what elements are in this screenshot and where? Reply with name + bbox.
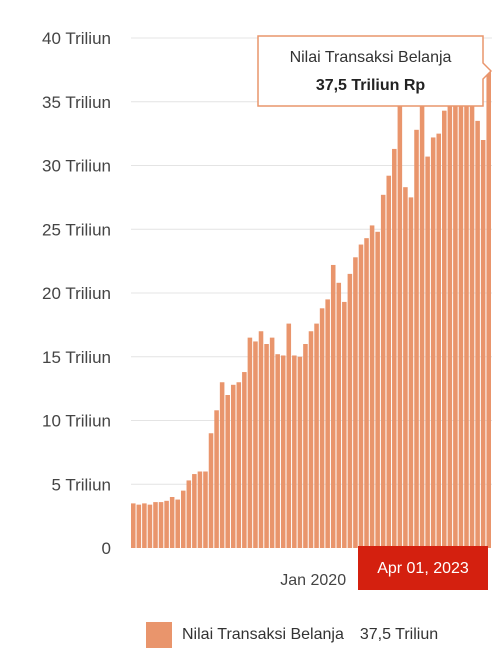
bar[interactable] bbox=[131, 503, 136, 549]
bars bbox=[131, 69, 491, 549]
tooltip-value: 37,5 Triliun Rp bbox=[316, 77, 426, 94]
bar[interactable] bbox=[414, 129, 419, 549]
bar[interactable] bbox=[303, 344, 308, 548]
bar[interactable] bbox=[314, 323, 319, 548]
bar[interactable] bbox=[464, 82, 469, 549]
bar[interactable] bbox=[453, 76, 458, 548]
y-tick-label: 30 Triliun bbox=[42, 157, 111, 176]
bar[interactable] bbox=[242, 372, 247, 548]
bar[interactable] bbox=[386, 175, 392, 548]
bar[interactable] bbox=[186, 480, 192, 548]
bar[interactable] bbox=[342, 301, 347, 548]
bar[interactable] bbox=[336, 282, 342, 548]
bar[interactable] bbox=[219, 382, 225, 548]
bar[interactable] bbox=[430, 137, 436, 548]
bar[interactable] bbox=[480, 140, 486, 548]
bar[interactable] bbox=[425, 156, 430, 548]
bar[interactable] bbox=[192, 474, 197, 548]
bar[interactable] bbox=[142, 503, 147, 549]
bar[interactable] bbox=[469, 72, 475, 549]
bar[interactable] bbox=[436, 133, 442, 549]
bar[interactable] bbox=[264, 344, 269, 548]
bar[interactable] bbox=[147, 504, 153, 548]
crosshair-label-text: Apr 01, 2023 bbox=[377, 560, 469, 577]
tooltip-box bbox=[257, 35, 492, 107]
bar[interactable] bbox=[269, 337, 275, 549]
y-tick-label: 40 Triliun bbox=[42, 29, 111, 48]
y-tick-label: 15 Triliun bbox=[42, 348, 111, 367]
bar[interactable] bbox=[419, 92, 425, 548]
tooltip-title: Nilai Transaksi Belanja bbox=[290, 49, 452, 66]
crosshair-label-background bbox=[358, 546, 488, 590]
bar[interactable] bbox=[364, 238, 369, 549]
bar[interactable] bbox=[208, 433, 214, 548]
bar[interactable] bbox=[214, 410, 219, 548]
bar[interactable] bbox=[230, 384, 236, 548]
bar[interactable] bbox=[319, 308, 325, 548]
bar[interactable] bbox=[169, 497, 175, 548]
y-tick-label: 0 bbox=[102, 539, 111, 558]
bar[interactable] bbox=[475, 120, 480, 549]
bar[interactable] bbox=[408, 197, 414, 549]
bar[interactable] bbox=[258, 331, 264, 548]
bar[interactable] bbox=[325, 299, 330, 549]
bar[interactable] bbox=[330, 264, 336, 548]
bar[interactable] bbox=[358, 244, 364, 549]
bar[interactable] bbox=[292, 355, 297, 548]
bar[interactable] bbox=[153, 502, 158, 548]
tooltip: Nilai Transaksi Belanja 37,5 Triliun Rp bbox=[257, 35, 492, 107]
bar[interactable] bbox=[297, 356, 303, 548]
bar[interactable] bbox=[458, 72, 464, 549]
x-tick-label: Jan 2020 bbox=[280, 572, 346, 589]
legend[interactable]: Nilai Transaksi Belanja 37,5 Triliun bbox=[146, 622, 438, 648]
legend-swatch bbox=[146, 622, 172, 648]
crosshair-date-label: Apr 01, 2023 bbox=[358, 546, 488, 590]
bar[interactable] bbox=[308, 331, 314, 548]
bar[interactable] bbox=[180, 490, 186, 549]
bar[interactable] bbox=[286, 323, 292, 548]
x-axis-ticks: Jan 2020 bbox=[280, 572, 346, 589]
bar[interactable] bbox=[403, 187, 408, 548]
y-tick-label: 10 Triliun bbox=[42, 412, 111, 431]
bar[interactable] bbox=[136, 504, 142, 548]
bar[interactable] bbox=[275, 354, 280, 548]
bar[interactable] bbox=[442, 110, 447, 549]
bar[interactable] bbox=[353, 257, 358, 548]
bar[interactable] bbox=[486, 69, 491, 549]
bar[interactable] bbox=[380, 194, 386, 548]
legend-label: Nilai Transaksi Belanja bbox=[182, 626, 344, 643]
bar[interactable] bbox=[280, 355, 286, 548]
bar[interactable] bbox=[158, 502, 164, 548]
y-tick-label: 25 Triliun bbox=[42, 220, 111, 239]
bar[interactable] bbox=[253, 341, 258, 548]
bar[interactable] bbox=[392, 148, 397, 548]
y-tick-label: 35 Triliun bbox=[42, 93, 111, 112]
y-tick-label: 20 Triliun bbox=[42, 284, 111, 303]
bar[interactable] bbox=[369, 225, 375, 549]
bar[interactable] bbox=[175, 499, 180, 548]
y-axis-ticks: 0 5 Triliun 10 Triliun 15 Triliun 20 Triliun… bbox=[42, 29, 111, 558]
bar[interactable] bbox=[197, 471, 203, 549]
bar[interactable] bbox=[375, 231, 380, 549]
bar[interactable] bbox=[347, 273, 353, 549]
legend-value: 37,5 Triliun bbox=[359, 626, 439, 643]
bar[interactable] bbox=[397, 101, 403, 548]
bar[interactable] bbox=[447, 69, 453, 549]
bar[interactable] bbox=[236, 382, 242, 548]
bar[interactable] bbox=[164, 500, 169, 548]
bar[interactable] bbox=[247, 337, 253, 549]
y-tick-label: 5 Triliun bbox=[51, 475, 111, 494]
bar[interactable] bbox=[225, 395, 230, 548]
bar[interactable] bbox=[203, 471, 208, 549]
